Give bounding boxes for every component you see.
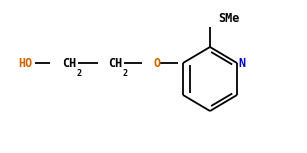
Text: HO: HO (18, 56, 32, 69)
Text: CH: CH (62, 56, 76, 69)
Text: 2: 2 (123, 69, 128, 78)
Text: CH: CH (108, 56, 122, 69)
Text: SMe: SMe (218, 11, 239, 24)
Text: O: O (153, 56, 160, 69)
Text: 2: 2 (77, 69, 82, 78)
Text: N: N (239, 56, 246, 69)
